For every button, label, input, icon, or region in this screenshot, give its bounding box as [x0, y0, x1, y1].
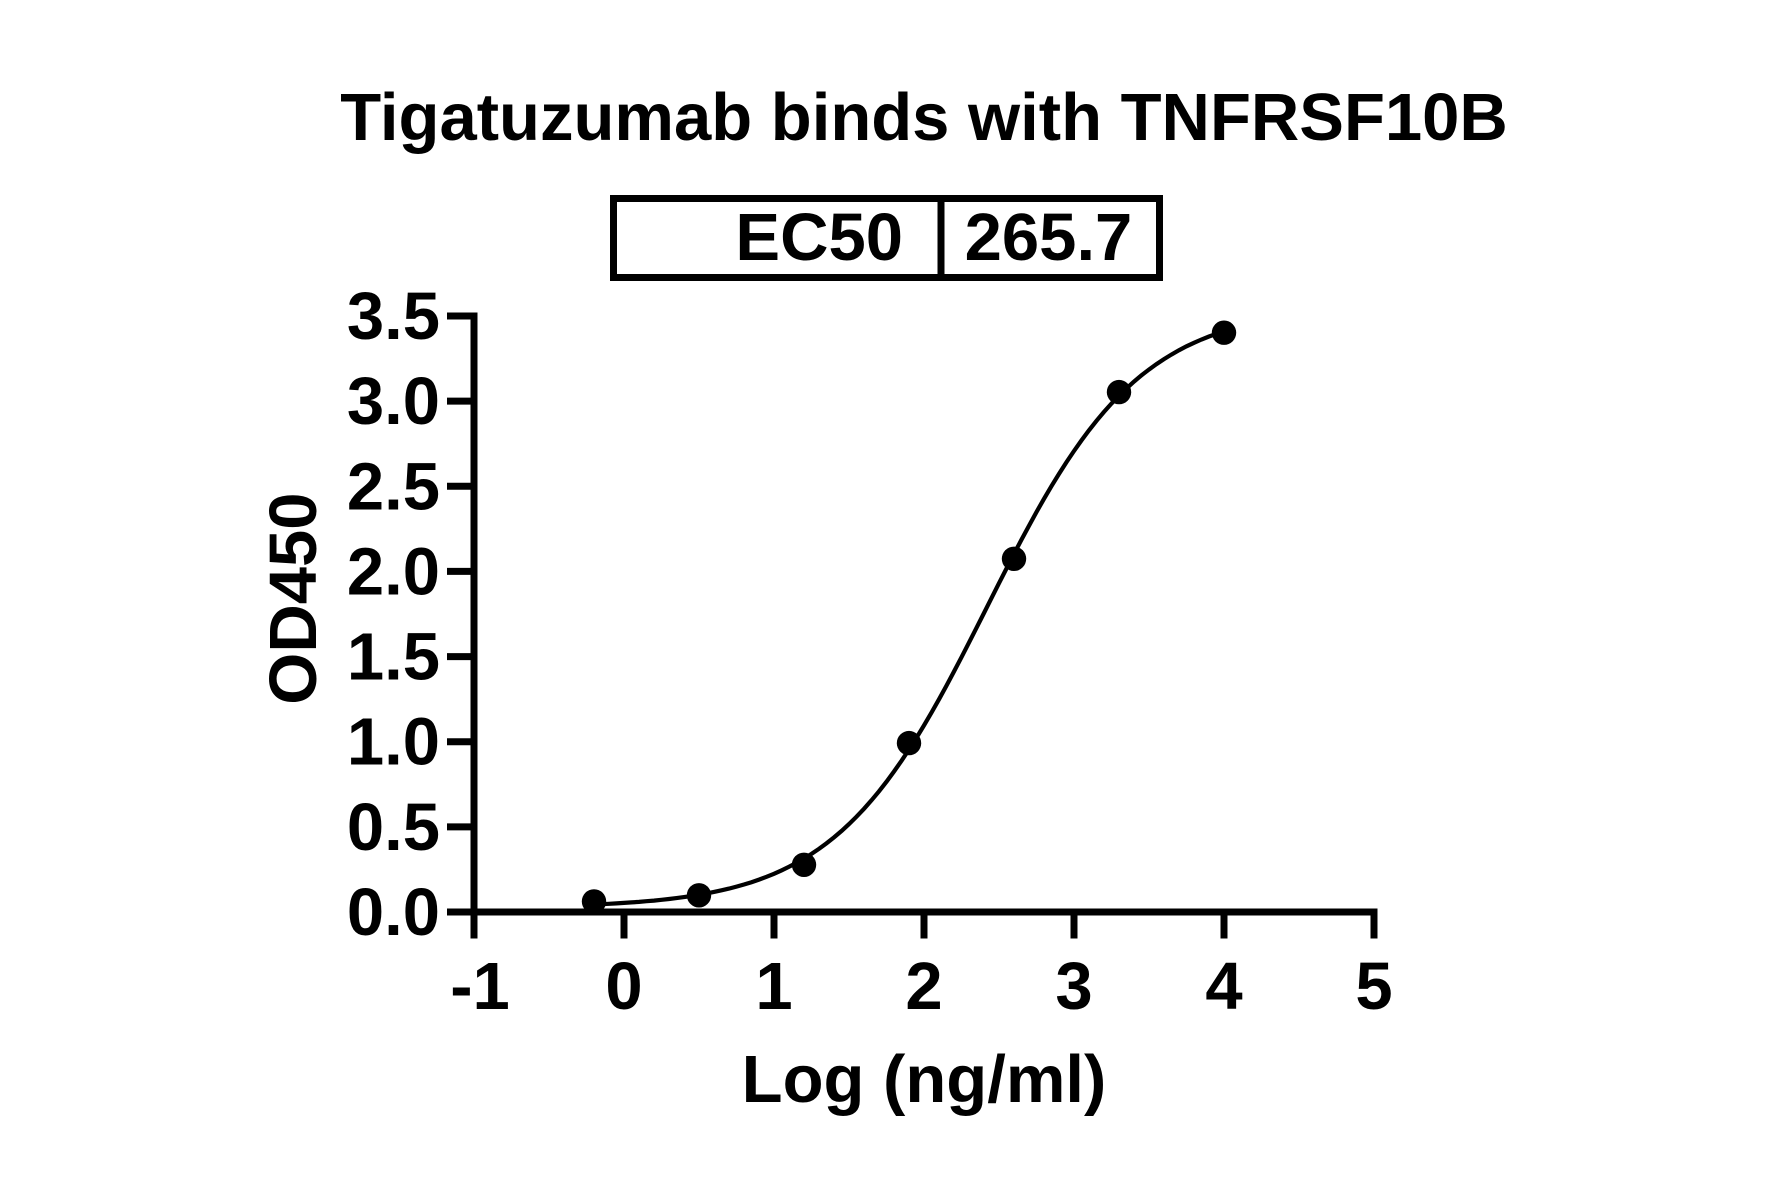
svg-text:1.5: 1.5: [347, 620, 440, 695]
svg-text:2.5: 2.5: [347, 449, 440, 524]
svg-text:EC50: EC50: [735, 200, 903, 275]
svg-text:4: 4: [1205, 949, 1242, 1024]
svg-text:3.5: 3.5: [347, 279, 440, 354]
svg-text:2: 2: [905, 949, 942, 1024]
svg-text:0: 0: [605, 949, 642, 1024]
svg-text:Tigatuzumab binds with TNFRSF1: Tigatuzumab binds with TNFRSF10B: [340, 80, 1508, 155]
svg-text:2.0: 2.0: [347, 534, 440, 609]
svg-text:Log (ng/ml): Log (ng/ml): [742, 1042, 1107, 1117]
svg-text:265.7: 265.7: [965, 200, 1133, 275]
svg-text:5: 5: [1355, 949, 1392, 1024]
svg-text:0.0: 0.0: [347, 875, 440, 950]
svg-text:-1: -1: [450, 949, 510, 1024]
svg-text:0.5: 0.5: [347, 790, 440, 865]
svg-text:3.0: 3.0: [347, 364, 440, 439]
svg-text:1.0: 1.0: [347, 705, 440, 780]
svg-text:OD450: OD450: [256, 492, 331, 704]
svg-text:3: 3: [1055, 949, 1092, 1024]
svg-text:1: 1: [755, 949, 792, 1024]
